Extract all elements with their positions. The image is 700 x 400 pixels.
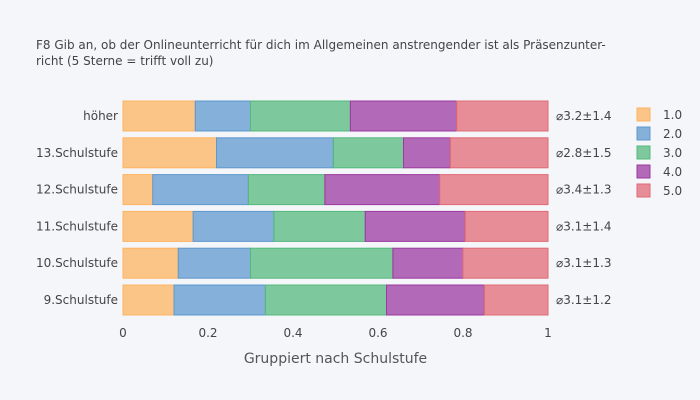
- title-line: F8 Gib an, ob der Onlineunterricht für d…: [36, 38, 606, 52]
- bar-segment[interactable]: [152, 174, 249, 206]
- row-annotation: ⌀3.1±1.3: [556, 256, 611, 270]
- x-tick-label: 0: [119, 326, 127, 340]
- bar-segment[interactable]: [247, 174, 326, 206]
- bar-segment[interactable]: [439, 174, 549, 206]
- bar-segment[interactable]: [449, 137, 549, 169]
- x-tick-label: 0.4: [283, 326, 302, 340]
- x-axis-title: Gruppiert nach Schulstufe: [244, 351, 427, 367]
- y-tick-label: 9.Schulstufe: [44, 293, 118, 307]
- bar-segment[interactable]: [483, 284, 549, 316]
- bar-segment[interactable]: [392, 247, 464, 279]
- bar-segment[interactable]: [216, 137, 334, 169]
- row-annotations: ⌀3.2±1.4 ⌀2.8±1.5 ⌀3.4±1.3 ⌀3.1±1.4 ⌀3.1±1.3…: [556, 109, 611, 307]
- bar-segment[interactable]: [122, 137, 217, 169]
- x-tick-label: 0.2: [198, 326, 217, 340]
- row-annotation: ⌀2.8±1.5: [556, 146, 611, 160]
- legend-swatch[interactable]: [636, 164, 651, 179]
- bar-segment[interactable]: [122, 174, 154, 206]
- bar-segment[interactable]: [173, 284, 266, 316]
- y-tick-label: 10.Schulstufe: [36, 256, 118, 270]
- bar-segment[interactable]: [177, 247, 251, 279]
- y-tick-label: 13.Schulstufe: [36, 146, 118, 160]
- bar-segment[interactable]: [464, 210, 549, 242]
- bar-segment[interactable]: [194, 100, 251, 132]
- y-tick-label: 11.Schulstufe: [36, 219, 118, 233]
- row-annotation: ⌀3.1±1.4: [556, 219, 611, 233]
- bar-segment[interactable]: [456, 100, 549, 132]
- x-tick-label: 1: [544, 326, 552, 340]
- bar-segment[interactable]: [122, 284, 175, 316]
- bar-segment[interactable]: [403, 137, 451, 169]
- y-tick-label: 12.Schulstufe: [36, 183, 118, 197]
- bar-segment[interactable]: [264, 284, 387, 316]
- legend-swatch[interactable]: [636, 126, 651, 141]
- legend-label[interactable]: 3.0: [663, 146, 682, 160]
- bar-segment[interactable]: [462, 247, 549, 279]
- row-annotation: ⌀3.4±1.3: [556, 183, 611, 197]
- legend-label[interactable]: 2.0: [663, 127, 682, 141]
- row-annotation: ⌀3.2±1.4: [556, 109, 611, 123]
- x-axis-tick-labels: 0 0.2 0.4 0.6 0.8 1: [119, 326, 552, 340]
- legend-swatch[interactable]: [636, 183, 651, 198]
- bar-segment[interactable]: [386, 284, 485, 316]
- bar-segment[interactable]: [250, 100, 351, 132]
- bar-segment[interactable]: [349, 100, 458, 132]
- bar-segment[interactable]: [122, 100, 196, 132]
- title-line: richt (5 Sterne = trifft voll zu): [36, 54, 214, 68]
- chart-title: F8 Gib an, ob der Onlineunterricht für d…: [36, 38, 606, 68]
- bar-segment[interactable]: [273, 210, 366, 242]
- y-axis-tick-labels: höher 13.Schulstufe 12.Schulstufe 11.Schuls…: [36, 109, 118, 307]
- row-annotation: ⌀3.1±1.2: [556, 293, 611, 307]
- legend[interactable]: 1.0 2.0 3.0 4.0 5.0: [636, 107, 682, 198]
- legend-label[interactable]: 5.0: [663, 184, 682, 198]
- bar-segment[interactable]: [122, 247, 179, 279]
- bar-segment[interactable]: [332, 137, 404, 169]
- bar-segment[interactable]: [324, 174, 441, 206]
- bars: [122, 100, 549, 316]
- y-tick-label: höher: [83, 109, 118, 123]
- bar-segment[interactable]: [192, 210, 275, 242]
- x-tick-label: 0.6: [368, 326, 387, 340]
- bar-segment[interactable]: [364, 210, 466, 242]
- legend-label[interactable]: 1.0: [663, 108, 682, 122]
- legend-swatch[interactable]: [636, 107, 651, 122]
- bar-segment[interactable]: [122, 210, 194, 242]
- legend-label[interactable]: 4.0: [663, 165, 682, 179]
- x-tick-label: 0.8: [453, 326, 472, 340]
- bar-segment[interactable]: [250, 247, 394, 279]
- legend-swatch[interactable]: [636, 145, 651, 160]
